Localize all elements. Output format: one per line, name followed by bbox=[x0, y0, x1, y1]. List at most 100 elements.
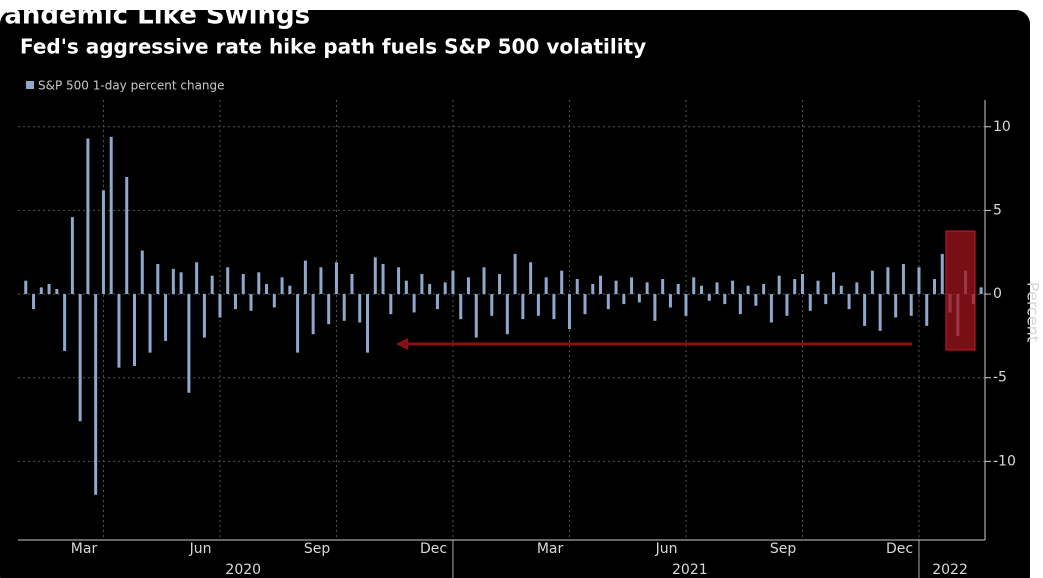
bar bbox=[552, 294, 556, 320]
chart-subtitle: Fed's aggressive rate hike path fuels S&… bbox=[20, 35, 646, 59]
x-tick-label: Dec bbox=[886, 541, 913, 557]
bar bbox=[397, 267, 401, 295]
bar bbox=[389, 294, 393, 315]
bar bbox=[894, 294, 898, 318]
bar bbox=[715, 282, 719, 295]
bar bbox=[350, 273, 354, 295]
bar bbox=[342, 294, 346, 321]
bar bbox=[288, 285, 292, 295]
bar bbox=[466, 277, 470, 295]
bar bbox=[591, 284, 595, 295]
year-label: 2022 bbox=[932, 562, 968, 578]
bar bbox=[676, 284, 680, 295]
bar bbox=[78, 294, 82, 422]
bar bbox=[909, 294, 913, 316]
bar bbox=[420, 273, 424, 295]
bar bbox=[101, 190, 105, 295]
bar bbox=[863, 294, 867, 326]
bar bbox=[707, 294, 711, 301]
bar bbox=[70, 217, 74, 295]
y-tick-label: 0 bbox=[993, 286, 1002, 302]
x-tick-label: Mar bbox=[537, 541, 564, 557]
bar bbox=[459, 294, 463, 320]
bar bbox=[272, 294, 276, 308]
x-tick-label: Jun bbox=[655, 541, 678, 557]
bar bbox=[435, 294, 439, 310]
year-label: 2020 bbox=[225, 562, 261, 578]
bar bbox=[202, 294, 206, 338]
bar bbox=[785, 294, 789, 316]
bar bbox=[249, 294, 253, 311]
bar bbox=[187, 294, 191, 393]
chart-title: Pandemic Like Swings bbox=[0, 1, 310, 31]
y-tick-label: -5 bbox=[993, 370, 1007, 386]
bar bbox=[793, 279, 797, 295]
bar bbox=[901, 263, 905, 295]
x-tick-label: Sep bbox=[770, 541, 797, 557]
bar bbox=[218, 294, 222, 318]
bar bbox=[816, 280, 820, 295]
bar bbox=[195, 262, 199, 295]
bar bbox=[521, 294, 525, 320]
bar bbox=[847, 294, 851, 310]
bar bbox=[777, 275, 781, 295]
y-tick-label: -10 bbox=[993, 453, 1016, 469]
bar bbox=[505, 294, 509, 335]
bar bbox=[24, 280, 28, 295]
bar bbox=[800, 273, 804, 295]
bar bbox=[575, 279, 579, 295]
bar bbox=[226, 267, 230, 295]
arrow-head bbox=[396, 338, 408, 350]
bar bbox=[63, 294, 67, 351]
bar bbox=[933, 279, 937, 295]
bar bbox=[653, 294, 657, 321]
bar bbox=[171, 268, 175, 295]
y-tick-label: 5 bbox=[993, 202, 1002, 218]
bar bbox=[762, 284, 766, 295]
bar bbox=[731, 280, 735, 295]
bar bbox=[536, 294, 540, 316]
bar bbox=[179, 272, 183, 295]
bar bbox=[443, 282, 447, 295]
bar bbox=[567, 294, 571, 330]
bar bbox=[358, 294, 362, 323]
bar bbox=[700, 285, 704, 295]
bar bbox=[474, 294, 478, 338]
bar bbox=[366, 294, 370, 353]
bar bbox=[117, 294, 121, 368]
year-label: 2021 bbox=[672, 562, 708, 578]
bar bbox=[839, 285, 843, 295]
bar bbox=[878, 294, 882, 331]
bar bbox=[55, 289, 59, 295]
bar bbox=[498, 273, 502, 295]
bar bbox=[886, 267, 890, 295]
bar bbox=[925, 294, 929, 326]
bar bbox=[684, 294, 688, 316]
bar bbox=[769, 294, 773, 323]
bar bbox=[622, 294, 626, 305]
bar bbox=[583, 294, 587, 315]
legend-swatch bbox=[26, 81, 34, 89]
bar bbox=[257, 272, 261, 295]
bar bbox=[692, 277, 696, 295]
bar bbox=[668, 294, 672, 308]
bar bbox=[808, 294, 812, 311]
bar bbox=[746, 285, 750, 295]
bar bbox=[661, 279, 665, 295]
bar bbox=[86, 138, 90, 295]
bar bbox=[637, 294, 641, 303]
bar bbox=[412, 294, 416, 313]
bar bbox=[723, 294, 727, 305]
bar bbox=[630, 277, 634, 295]
x-tick-label: Mar bbox=[71, 541, 98, 557]
highlight-box bbox=[945, 230, 976, 351]
bar bbox=[265, 284, 269, 295]
bar bbox=[296, 294, 300, 353]
bar bbox=[148, 294, 152, 353]
bar bbox=[824, 294, 828, 305]
bar bbox=[39, 287, 43, 295]
bar bbox=[311, 294, 315, 335]
bar bbox=[513, 253, 517, 295]
bar bbox=[490, 294, 494, 316]
bar bbox=[47, 284, 51, 295]
